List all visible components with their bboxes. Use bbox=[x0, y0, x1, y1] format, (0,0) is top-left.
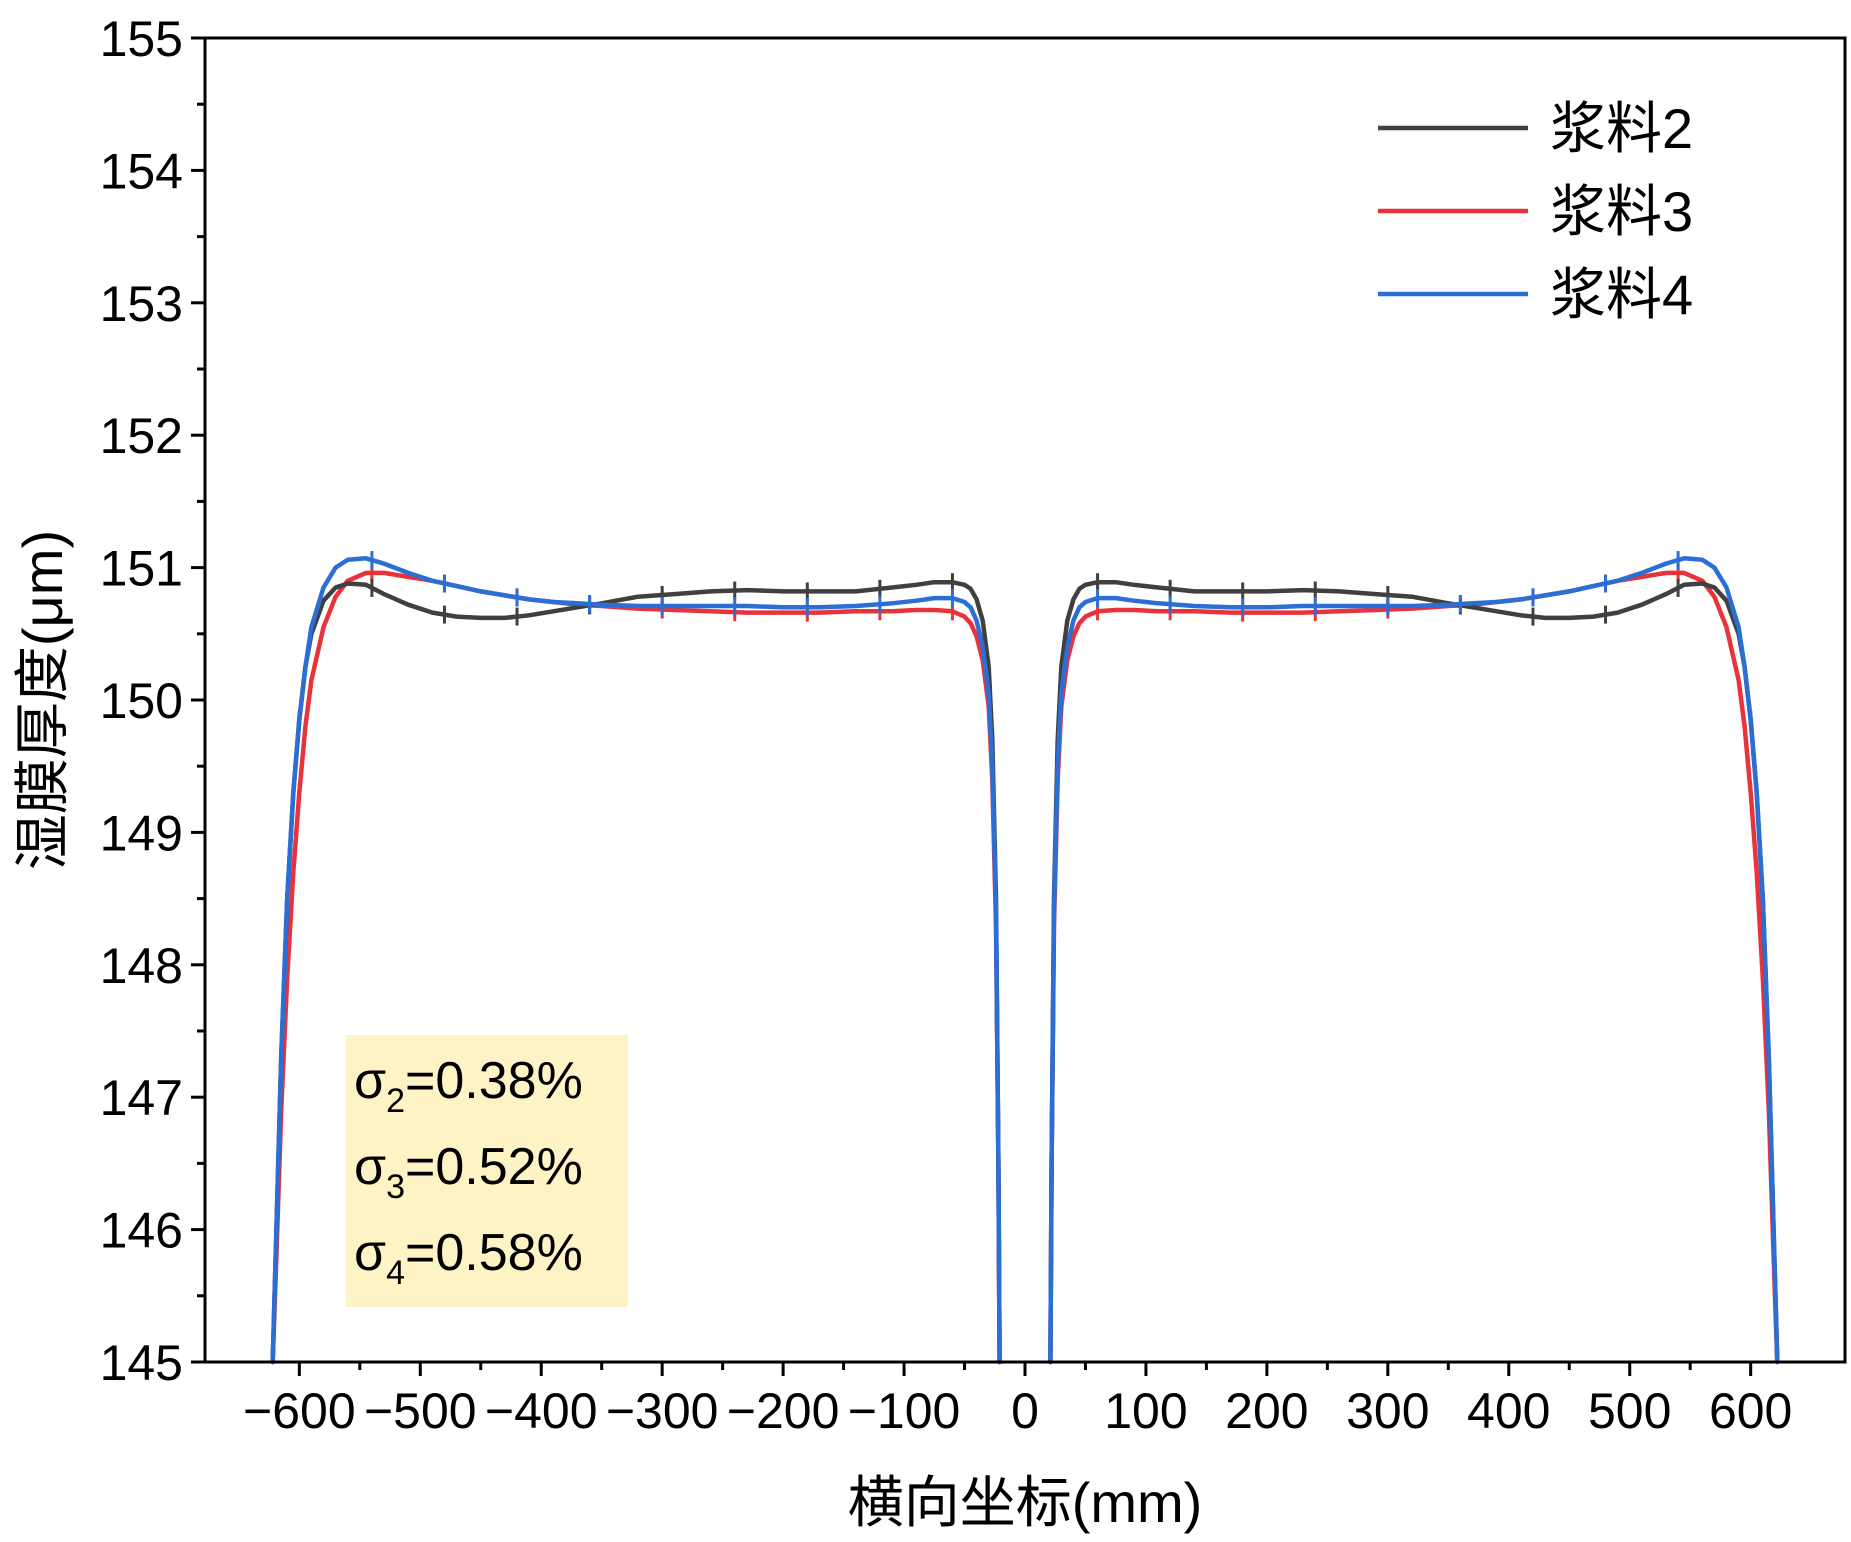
y-tick-label: 145 bbox=[100, 1335, 183, 1391]
annotation-line-3: σ4=0.58% bbox=[354, 1224, 583, 1292]
y-axis: 145 146 147 148 149 150 151 152 153 154 155 bbox=[100, 11, 205, 1391]
x-tick-label: 0 bbox=[1011, 1383, 1039, 1439]
legend-label: 浆料4 bbox=[1550, 263, 1693, 326]
y-tick-label: 149 bbox=[100, 805, 183, 861]
y-tick-label: 151 bbox=[100, 541, 183, 597]
x-tick-label: −400 bbox=[485, 1383, 598, 1439]
legend-label: 浆料3 bbox=[1550, 180, 1693, 243]
y-tick-label: 155 bbox=[100, 11, 183, 67]
x-axis-label: 横向坐标(mm) bbox=[848, 1471, 1203, 1534]
annotation-box bbox=[346, 1035, 628, 1307]
annotation-line-1: σ2=0.38% bbox=[354, 1052, 583, 1120]
y-tick-label: 153 bbox=[100, 276, 183, 332]
std-dev-annotation: σ2=0.38% σ3=0.52% σ4=0.58% bbox=[346, 1035, 628, 1307]
x-tick-label: −100 bbox=[848, 1383, 961, 1439]
x-tick-label: −300 bbox=[606, 1383, 719, 1439]
y-tick-label: 147 bbox=[100, 1070, 183, 1126]
x-tick-label: 300 bbox=[1346, 1383, 1429, 1439]
legend: 浆料2 浆料3 浆料4 bbox=[1378, 97, 1693, 326]
annotation-line-2: σ3=0.52% bbox=[354, 1138, 583, 1206]
x-tick-label: 200 bbox=[1225, 1383, 1308, 1439]
x-tick-label: 100 bbox=[1104, 1383, 1187, 1439]
x-tick-label: −600 bbox=[243, 1383, 356, 1439]
y-tick-label: 148 bbox=[100, 938, 183, 994]
x-tick-label: −200 bbox=[727, 1383, 840, 1439]
x-axis: −600 −500 −400 −300 −200 −100 0 100 200 300 400 500… bbox=[243, 1362, 1792, 1439]
x-tick-label: 400 bbox=[1467, 1383, 1550, 1439]
x-tick-label: 500 bbox=[1588, 1383, 1671, 1439]
y-tick-label: 154 bbox=[100, 143, 183, 199]
y-axis-label: 湿膜厚度(μm) bbox=[11, 530, 74, 870]
y-tick-label: 152 bbox=[100, 408, 183, 464]
marker-layer bbox=[297, 551, 1753, 802]
y-tick-label: 150 bbox=[100, 673, 183, 729]
x-tick-label: −500 bbox=[364, 1383, 477, 1439]
x-tick-label: 600 bbox=[1709, 1383, 1792, 1439]
legend-label: 浆料2 bbox=[1550, 97, 1693, 160]
y-tick-label: 146 bbox=[100, 1203, 183, 1259]
